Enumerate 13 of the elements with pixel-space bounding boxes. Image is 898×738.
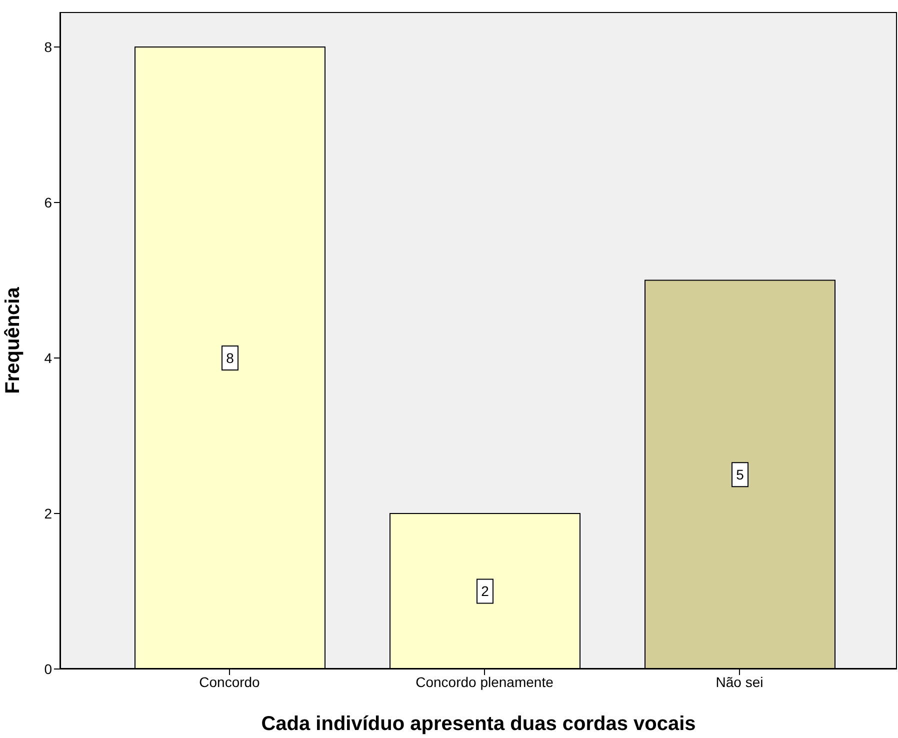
y-tick-label: 2	[44, 505, 52, 522]
y-tick-label: 6	[44, 194, 52, 210]
data-label: 5	[736, 466, 744, 483]
x-tick-label: Não sei	[716, 674, 764, 690]
y-tick-label: 8	[44, 38, 52, 55]
data-label: 2	[481, 583, 490, 600]
x-tick-label: Concordo plenamente	[416, 674, 554, 690]
y-tick-label: 0	[44, 660, 52, 677]
data-label: 8	[226, 350, 234, 366]
y-axis-title: Frequência	[2, 286, 24, 394]
x-tick-label: Concordo	[199, 674, 260, 690]
y-tick-label: 4	[44, 350, 52, 366]
x-axis-title: Cada indivíduo apresenta duas cordas vocais	[261, 713, 696, 735]
